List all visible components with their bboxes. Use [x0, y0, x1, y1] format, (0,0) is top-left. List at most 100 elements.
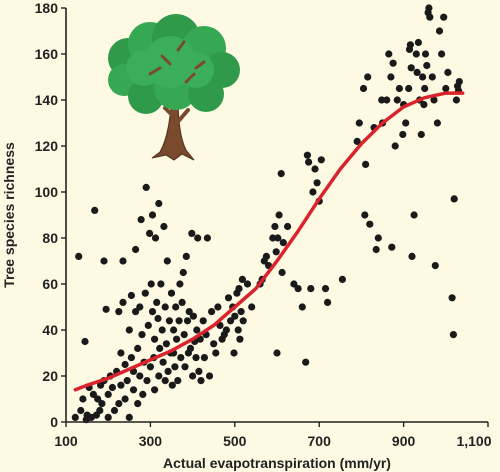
data-point-129: [235, 285, 243, 293]
data-point-61: [151, 335, 159, 343]
data-point-178: [383, 96, 391, 104]
data-point-114: [208, 308, 216, 316]
data-point-104: [193, 326, 201, 334]
data-point-135: [248, 303, 256, 311]
data-point-145: [274, 234, 282, 242]
data-point-35: [125, 413, 133, 421]
data-point-45: [136, 303, 144, 311]
data-point-162: [317, 156, 325, 164]
data-point-206: [425, 4, 433, 12]
data-point-48: [139, 390, 147, 398]
data-point-157: [307, 285, 315, 293]
data-point-86: [174, 377, 182, 385]
data-point-40: [132, 308, 140, 316]
data-point-134: [243, 280, 252, 288]
data-point-179: [385, 50, 393, 58]
data-point-19: [104, 413, 112, 421]
data-point-28: [117, 349, 125, 357]
data-point-92: [180, 331, 188, 339]
data-point-148: [278, 268, 286, 277]
y-axis-ticks: 0 20 40 60 80 100 120 140 160 180: [35, 0, 66, 430]
data-point-152: [294, 285, 302, 293]
data-point-65: [155, 372, 163, 380]
data-point-71: [160, 222, 168, 231]
data-point-143: [272, 248, 280, 256]
data-point-54: [146, 229, 154, 237]
data-point-184: [393, 96, 401, 104]
data-point-186: [399, 130, 407, 139]
data-point-101: [189, 312, 197, 320]
data-point-66: [155, 199, 163, 208]
data-point-117: [214, 303, 222, 311]
data-point-43: [134, 400, 142, 408]
data-point-121: [222, 326, 230, 334]
data-point-34: [125, 326, 133, 334]
data-point-219: [450, 195, 458, 203]
data-point-183: [391, 142, 399, 150]
data-point-47: [138, 331, 146, 339]
x-tick-label-4: 900: [392, 433, 416, 449]
data-point-147: [277, 170, 285, 178]
data-point-208: [428, 73, 436, 81]
data-point-154: [302, 358, 310, 366]
data-point-23: [110, 406, 119, 415]
data-point-89: [177, 354, 185, 362]
data-point-52: [143, 377, 151, 385]
y-tick-label-9: 180: [35, 0, 59, 16]
data-point-88: [176, 280, 184, 288]
data-point-105: [194, 234, 202, 242]
data-point-153: [298, 303, 306, 311]
x-tick-label-3: 700: [308, 433, 332, 449]
data-point-200: [419, 73, 427, 81]
data-point-160: [313, 179, 321, 187]
data-point-174: [372, 245, 380, 254]
data-point-108: [197, 377, 205, 385]
data-point-32: [121, 360, 129, 369]
data-point-217: [448, 294, 456, 302]
x-tick-label-0: 100: [54, 433, 78, 449]
data-point-158: [309, 188, 317, 196]
data-point-223: [455, 78, 463, 86]
data-point-182: [389, 59, 397, 67]
data-point-60: [151, 386, 159, 394]
data-point-79: [167, 289, 176, 297]
data-point-103: [192, 354, 200, 362]
x-tick-label-1: 300: [139, 433, 163, 449]
data-point-30: [119, 257, 127, 265]
data-point-144: [273, 349, 281, 357]
y-axis-title: Tree species richness: [1, 142, 17, 288]
data-point-197: [414, 38, 422, 47]
data-point-171: [364, 73, 372, 81]
data-point-97: [185, 308, 193, 316]
data-point-70: [159, 358, 167, 366]
data-point-116: [212, 349, 220, 357]
data-point-26: [115, 308, 123, 316]
x-tick-label-2: 500: [223, 433, 247, 449]
data-point-2: [77, 406, 85, 415]
data-point-74: [162, 340, 170, 348]
data-point-33: [123, 377, 131, 385]
data-point-46: [137, 216, 145, 224]
data-point-18: [102, 305, 110, 313]
data-point-12: [94, 395, 102, 403]
data-point-185: [395, 84, 403, 93]
axes: [65, 8, 488, 423]
data-point-165: [338, 275, 346, 283]
data-point-98: [186, 344, 195, 352]
data-point-3: [79, 395, 87, 403]
data-point-93: [181, 363, 189, 371]
data-point-42: [134, 344, 142, 352]
data-point-130: [236, 335, 244, 343]
data-point-212: [435, 27, 444, 35]
data-point-87: [175, 317, 183, 325]
data-point-175: [374, 234, 382, 242]
data-point-57: [148, 308, 157, 316]
data-point-53: [144, 321, 152, 329]
y-tick-label-0: 0: [50, 414, 58, 430]
data-point-191: [406, 41, 414, 49]
data-point-213: [438, 50, 446, 58]
data-point-85: [173, 335, 181, 343]
data-point-202: [421, 84, 429, 93]
y-tick-label-1: 20: [42, 368, 58, 384]
data-point-146: [275, 211, 283, 219]
